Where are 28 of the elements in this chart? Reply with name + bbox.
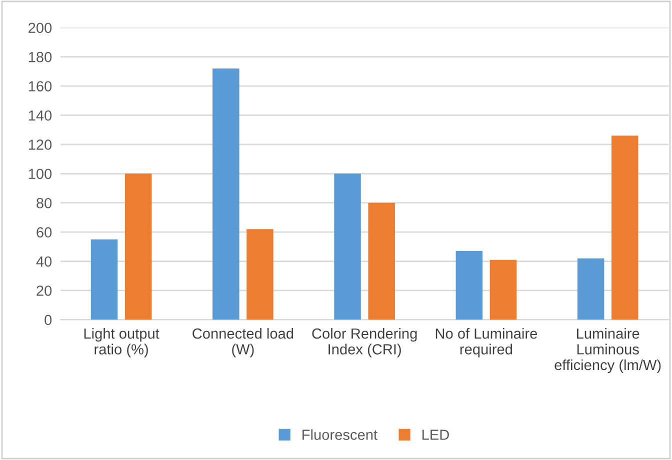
y-tick-label: 80 bbox=[36, 198, 52, 208]
bar bbox=[490, 260, 517, 320]
y-tick-label: 100 bbox=[28, 168, 52, 180]
bar bbox=[212, 68, 240, 320]
x-tick-label: Connected load (W) bbox=[192, 328, 294, 358]
y-tick-label: 0 bbox=[44, 314, 52, 326]
bar bbox=[334, 174, 361, 320]
y-tick-label: 40 bbox=[36, 256, 52, 267]
x-tick-label: Color Rendering Index (CRI) bbox=[312, 328, 417, 358]
y-tick-label: 60 bbox=[36, 227, 52, 238]
bar bbox=[90, 239, 118, 320]
x-tick-label: Light output ratio (%) bbox=[84, 328, 160, 358]
x-tick-label: Luminaire Luminous efficiency (lm/W) bbox=[554, 328, 661, 374]
legend-label: LED bbox=[422, 430, 449, 440]
bar bbox=[577, 258, 604, 320]
bar bbox=[611, 136, 638, 320]
bar bbox=[456, 251, 483, 320]
y-tick-label: 200 bbox=[28, 22, 52, 34]
y-tick-label: 180 bbox=[28, 52, 52, 62]
y-tick-label: 20 bbox=[36, 286, 52, 296]
legend-label: Fluorescent bbox=[302, 429, 378, 440]
x-tick-label: No of Luminaire required bbox=[436, 328, 538, 358]
y-tick-label: 120 bbox=[28, 140, 52, 150]
bar bbox=[368, 202, 395, 320]
bar bbox=[246, 229, 274, 320]
y-tick-label: 140 bbox=[28, 110, 52, 121]
y-tick-label: 160 bbox=[28, 81, 52, 92]
bar bbox=[124, 174, 152, 320]
